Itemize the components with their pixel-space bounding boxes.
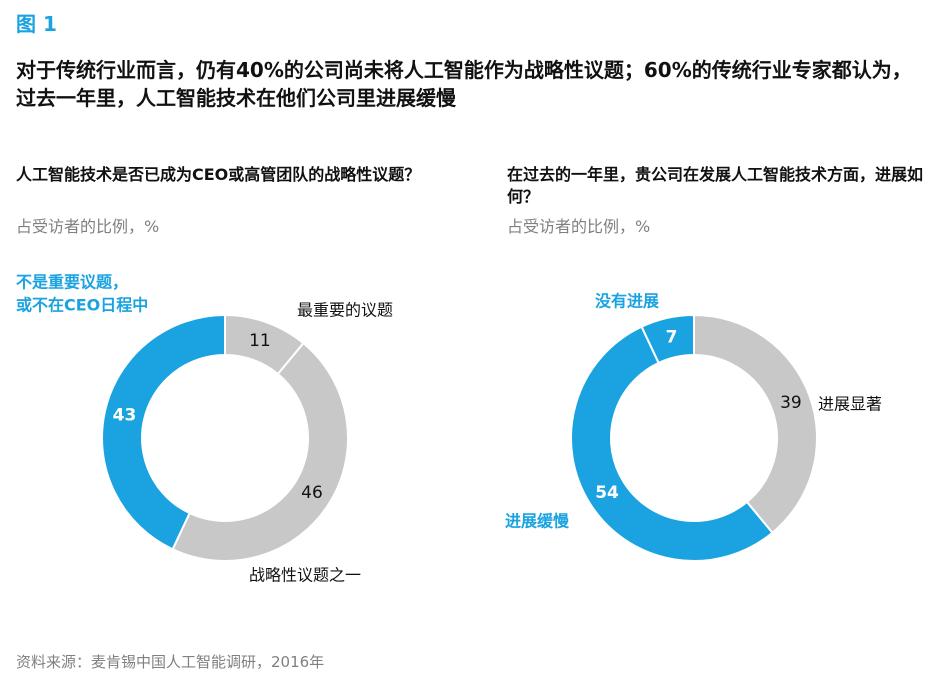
slice-category-label: 不是重要议题， bbox=[16, 273, 128, 292]
slice-value-label: 7 bbox=[666, 327, 678, 347]
source-note: 资料来源：麦肯锡中国人工智能调研，2016年 bbox=[16, 653, 325, 671]
chart-2-subtitle: 占受访者的比例，% bbox=[507, 217, 651, 236]
donut-chart-2: 39 进展显著 54 进展缓慢 7 没有进展 bbox=[505, 292, 882, 562]
slice-category-label: 进展显著 bbox=[818, 395, 882, 414]
slice-value-label: 39 bbox=[780, 393, 802, 413]
slice-category-label: 进展缓慢 bbox=[505, 512, 570, 531]
slice-category-label: 最重要的议题 bbox=[297, 301, 393, 320]
donut-slice bbox=[101, 313, 226, 551]
slice-category-label: 战略性议题之一 bbox=[249, 566, 361, 585]
donut-slice bbox=[171, 341, 349, 562]
slice-category-label: 没有进展 bbox=[595, 292, 660, 311]
figure-label: 图 1 bbox=[16, 12, 57, 36]
slice-value-label: 46 bbox=[301, 483, 323, 503]
donut-slice bbox=[640, 313, 695, 365]
slice-value-label: 11 bbox=[249, 331, 271, 351]
headline: 对于传统行业而言，仍有40%的公司尚未将人工智能作为战略性议题；60%的传统行业… bbox=[16, 58, 912, 110]
slice-value-label: 54 bbox=[595, 483, 619, 503]
slice-value-label: 43 bbox=[113, 406, 137, 426]
slice-category-label: 或不在CEO日程中 bbox=[16, 296, 148, 315]
chart-1-subtitle: 占受访者的比例，% bbox=[16, 217, 160, 236]
chart-1-title: 人工智能技术是否已成为CEO或高管团队的战略性议题？ bbox=[16, 165, 421, 184]
donut-slice bbox=[570, 325, 774, 562]
donut-chart-1: 11 最重要的议题 46 战略性议题之一 43 不是重要议题， 或不在CEO日程中 bbox=[16, 273, 393, 585]
chart-2-title: 在过去的一年里，贵公司在发展人工智能技术方面，进展如何？ bbox=[507, 165, 924, 206]
donut-slice bbox=[693, 313, 818, 535]
